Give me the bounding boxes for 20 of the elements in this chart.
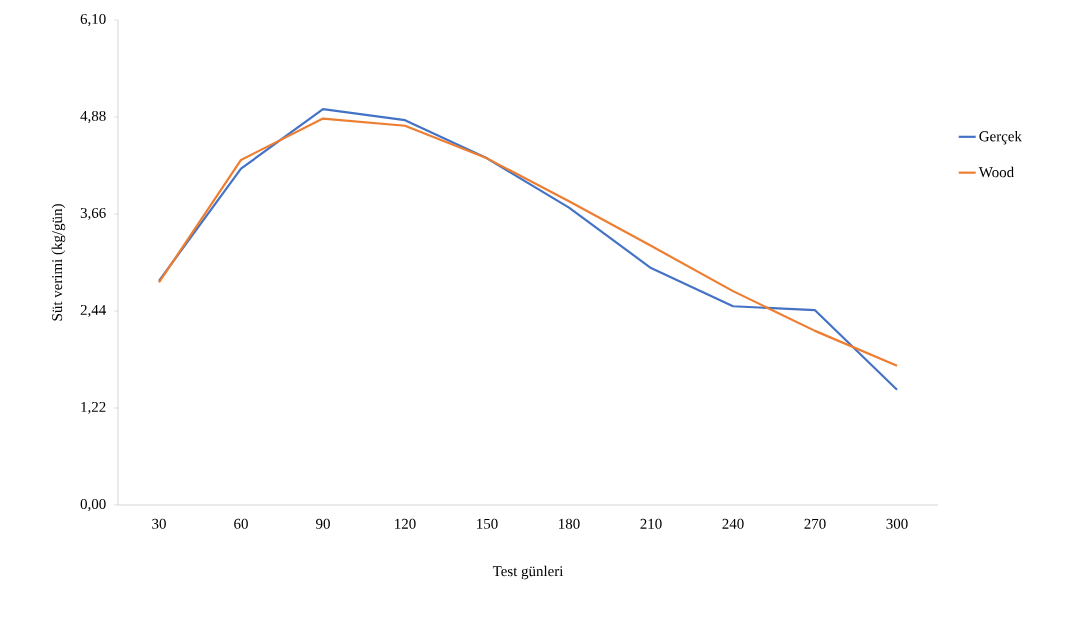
x-tick-label: 60 <box>234 518 248 529</box>
y-tick-label: 1,22 <box>81 401 106 415</box>
x-tick-label: 180 <box>559 518 580 529</box>
x-tick-label: 300 <box>886 518 908 529</box>
y-tick-label: 4,88 <box>80 110 106 124</box>
legend-label: Gerçek <box>979 130 1022 145</box>
x-tick-label: 270 <box>804 518 826 529</box>
x-tick-label: 210 <box>640 518 662 529</box>
x-tick-label: 30 <box>152 518 166 529</box>
x-tick-label: 240 <box>722 518 744 529</box>
y-tick-label: 3,66 <box>80 207 106 221</box>
x-tick-label: 120 <box>395 518 416 529</box>
y-tick-label: 2,44 <box>80 304 106 318</box>
x-tick-label: 150 <box>477 518 498 529</box>
y-axis-title: Süt verimi (kg/gün) <box>51 204 66 321</box>
x-axis-title: Test günleri <box>492 565 564 580</box>
legend-label: Wood <box>978 166 1014 178</box>
x-tick-label: 90 <box>316 518 330 529</box>
y-tick-label: 6,10 <box>80 13 106 27</box>
y-tick-label: 0,00 <box>80 498 106 512</box>
